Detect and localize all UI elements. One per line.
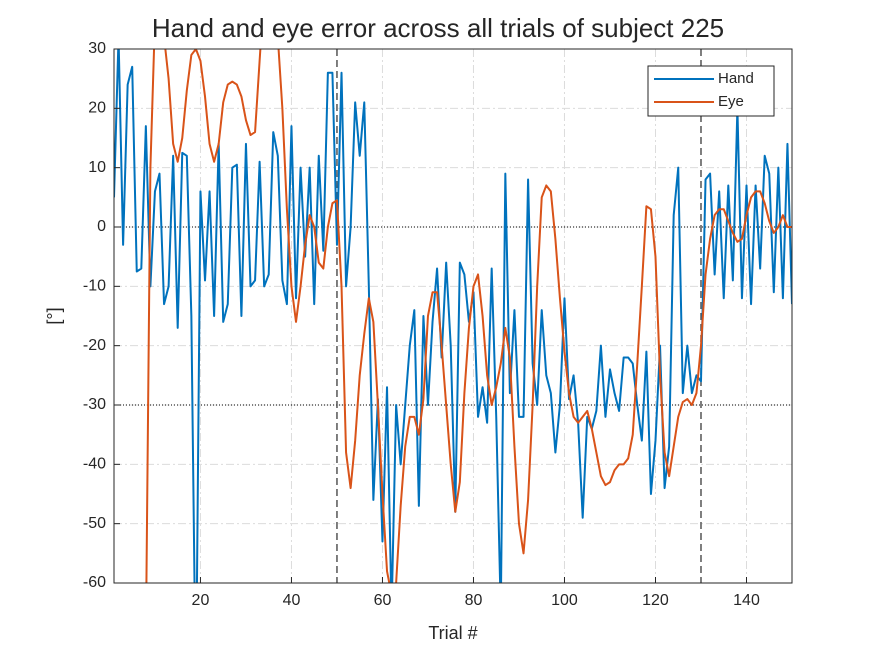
legend-label: Eye	[718, 93, 744, 110]
y-tick-label: -10	[83, 278, 106, 295]
x-tick-label: 20	[192, 592, 210, 609]
data-line	[145, 49, 792, 583]
x-tick-label: 100	[551, 592, 578, 609]
y-tick-label: 30	[88, 40, 106, 57]
y-tick-label: -40	[83, 456, 106, 473]
y-tick-label: 0	[97, 218, 106, 235]
y-axis-label: [°]	[44, 307, 64, 324]
legend-label: Hand	[718, 70, 754, 87]
y-tick-label: -20	[83, 337, 106, 354]
data-line	[114, 49, 792, 583]
x-tick-label: 120	[642, 592, 669, 609]
x-axis-label: Trial #	[428, 623, 477, 643]
y-tick-label: -50	[83, 515, 106, 532]
x-tick-label: 40	[283, 592, 301, 609]
plot-layer	[114, 49, 792, 583]
axes-box	[113, 48, 793, 584]
x-tick-label: 60	[374, 592, 392, 609]
plot-area	[114, 49, 792, 583]
y-tick-label: -30	[83, 396, 106, 413]
y-tick-label: -60	[83, 574, 106, 591]
y-tick-label: 10	[88, 159, 106, 176]
chart-title: Hand and eye error across all trials of …	[152, 13, 724, 43]
legend-box	[647, 65, 775, 117]
y-tick-label: 20	[88, 100, 106, 117]
x-tick-label: 80	[465, 592, 483, 609]
x-tick-label: 140	[733, 592, 760, 609]
